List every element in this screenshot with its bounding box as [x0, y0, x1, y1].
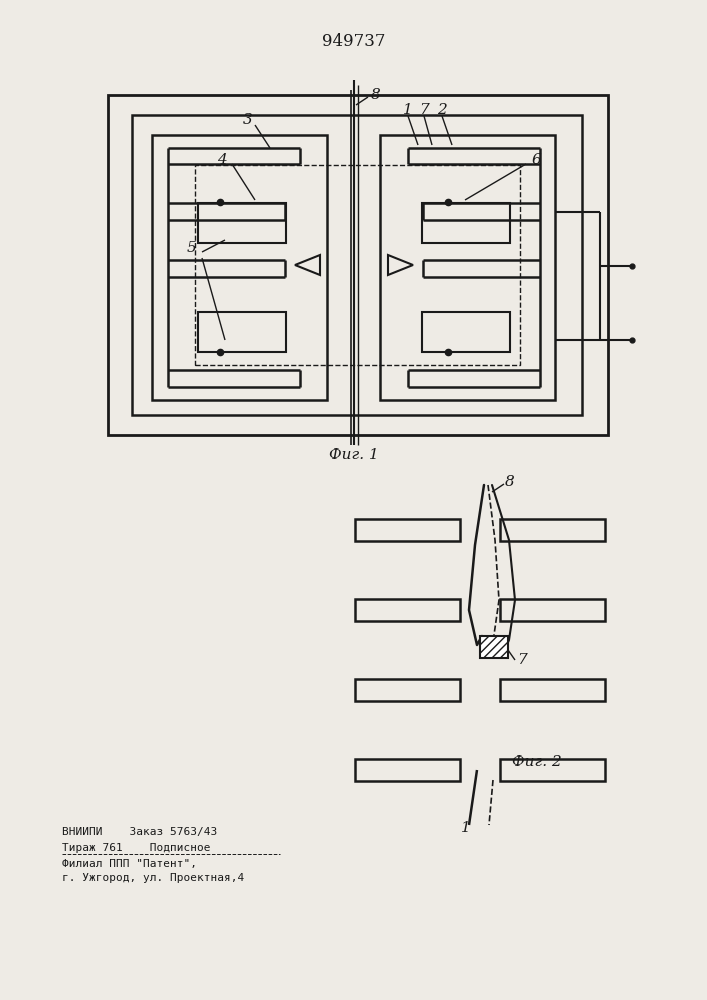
Text: Фиг. 2: Фиг. 2 — [512, 755, 562, 769]
Bar — [195, 165, 520, 365]
Text: Фиг. 1: Фиг. 1 — [329, 448, 379, 462]
Text: 5: 5 — [187, 241, 197, 255]
Bar — [152, 135, 327, 400]
Text: ВНИИПИ    Заказ 5763/43: ВНИИПИ Заказ 5763/43 — [62, 827, 217, 837]
Bar — [380, 135, 555, 400]
Text: 3: 3 — [243, 113, 253, 127]
Text: 1: 1 — [461, 821, 471, 835]
Bar — [500, 599, 605, 621]
Text: 1: 1 — [403, 103, 413, 117]
Text: 8: 8 — [505, 475, 515, 489]
Bar — [422, 312, 510, 352]
Text: Филиал ППП "Патент",: Филиал ППП "Патент", — [62, 859, 197, 869]
Bar — [500, 519, 605, 541]
Bar — [132, 115, 582, 415]
Text: 949737: 949737 — [322, 33, 386, 50]
Text: 8: 8 — [371, 88, 381, 102]
Bar — [355, 759, 460, 781]
Bar — [480, 636, 508, 658]
Bar — [198, 312, 286, 352]
Bar — [500, 679, 605, 701]
Bar — [355, 679, 460, 701]
Bar — [355, 599, 460, 621]
Text: 7: 7 — [419, 103, 429, 117]
Bar — [500, 759, 605, 781]
Text: 7: 7 — [517, 653, 527, 667]
Text: Тираж 761    Подписное: Тираж 761 Подписное — [62, 843, 211, 853]
Text: г. Ужгород, ул. Проектная,4: г. Ужгород, ул. Проектная,4 — [62, 873, 244, 883]
Bar — [198, 203, 286, 243]
Bar — [108, 95, 608, 435]
Text: 6: 6 — [531, 153, 541, 167]
Text: 4: 4 — [217, 153, 227, 167]
Text: 2: 2 — [437, 103, 447, 117]
Bar — [355, 519, 460, 541]
Bar — [422, 203, 510, 243]
